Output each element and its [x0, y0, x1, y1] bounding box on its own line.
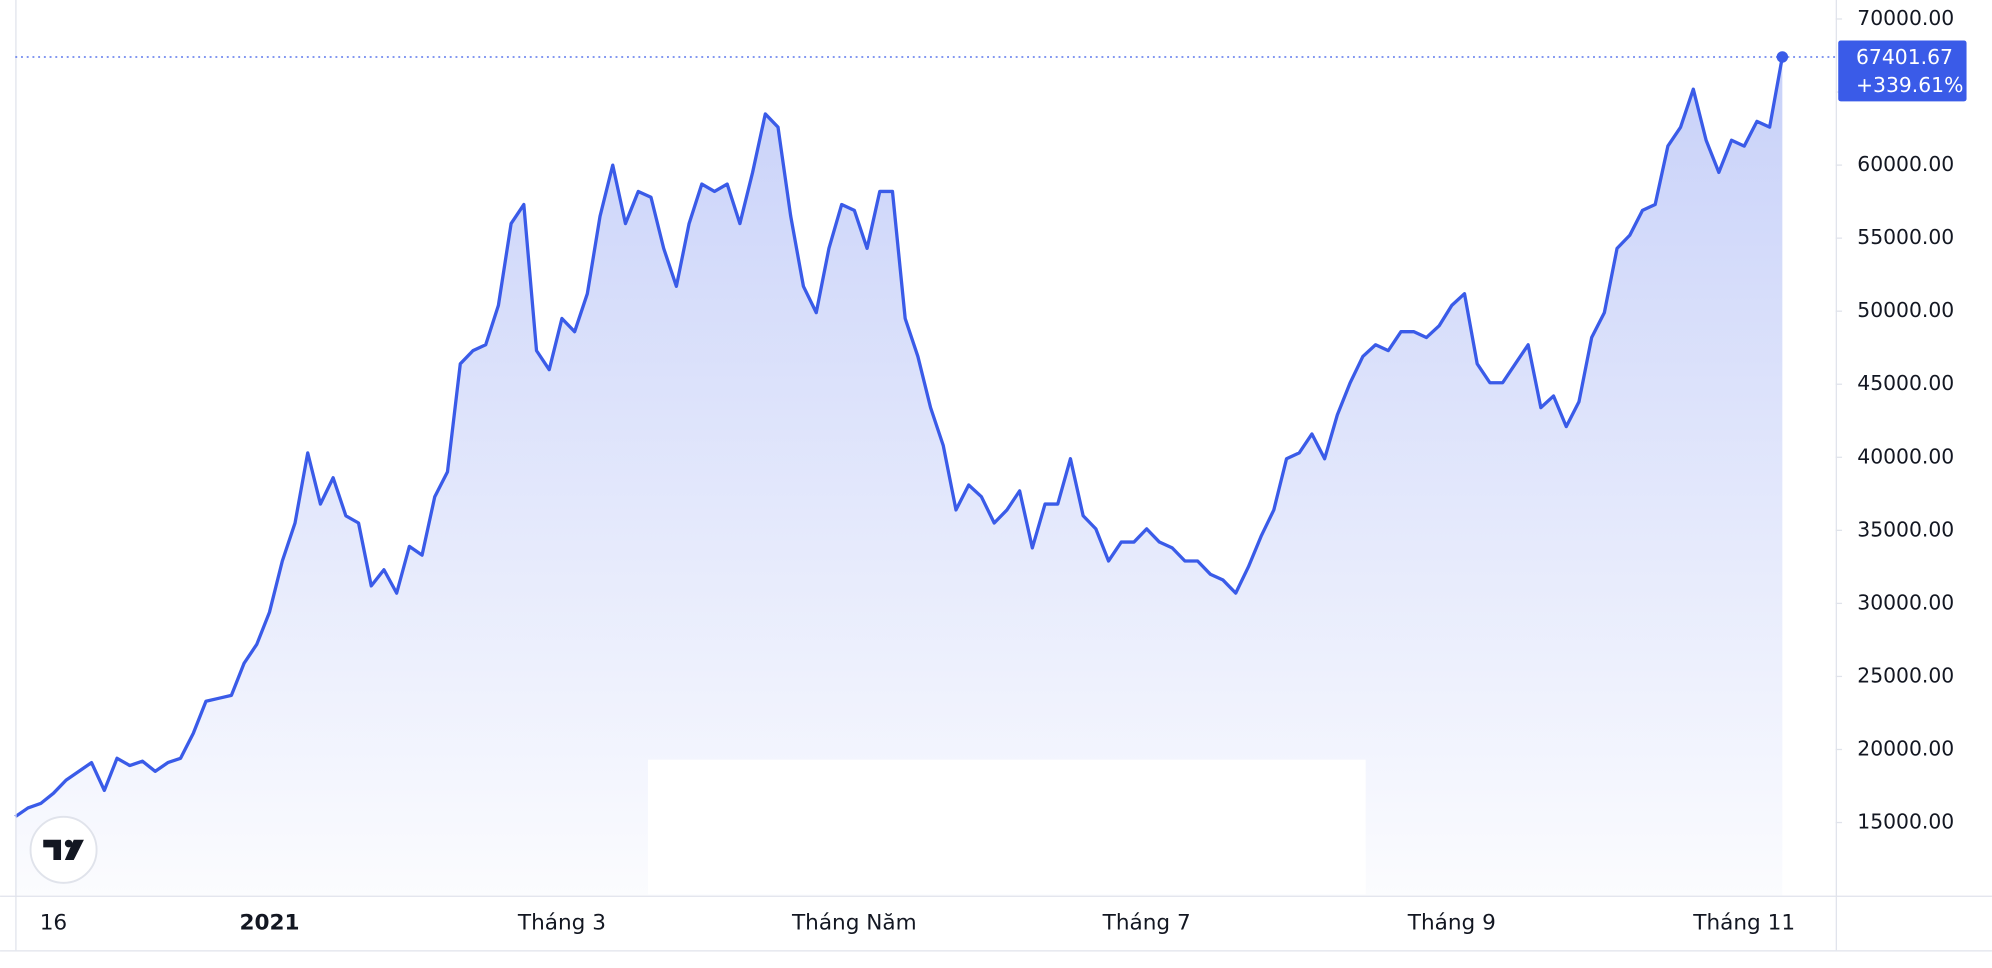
y-tick-label: 70000.00: [1857, 6, 1954, 30]
x-tick-label: Tháng 3: [517, 911, 606, 936]
area-fill: [15, 56, 1783, 896]
x-tick-label: Tháng Năm: [791, 911, 917, 936]
x-tick-label: Tháng 9: [1407, 911, 1496, 936]
y-tick-label: 55000.00: [1857, 225, 1954, 249]
y-tick-label: 40000.00: [1857, 444, 1954, 468]
y-tick-label: 25000.00: [1857, 663, 1954, 687]
y-tick-label: 20000.00: [1857, 736, 1954, 760]
y-tick-label: 60000.00: [1857, 152, 1954, 176]
overlay-blank: [647, 759, 1366, 895]
change-label: +339.61%: [1856, 73, 1963, 97]
y-tick-label: 45000.00: [1857, 371, 1954, 395]
y-tick-label: 30000.00: [1857, 590, 1954, 614]
plot-area: [14, 56, 1784, 896]
x-tick-label: 16: [40, 911, 67, 936]
x-tick-label: Tháng 7: [1102, 911, 1191, 936]
last-point: [1776, 51, 1789, 63]
x-tick-label: Tháng 11: [1692, 911, 1795, 936]
last-price-label: 67401.67: [1856, 45, 1953, 69]
price-line: [14, 56, 1784, 819]
y-tick-label: 35000.00: [1857, 517, 1954, 541]
y-tick-label: 50000.00: [1857, 298, 1954, 322]
price-flag: [1838, 40, 1967, 102]
x-tick-label: 2021: [240, 911, 300, 936]
y-tick-label: 15000.00: [1857, 810, 1954, 834]
tradingview-logo: [29, 815, 98, 884]
